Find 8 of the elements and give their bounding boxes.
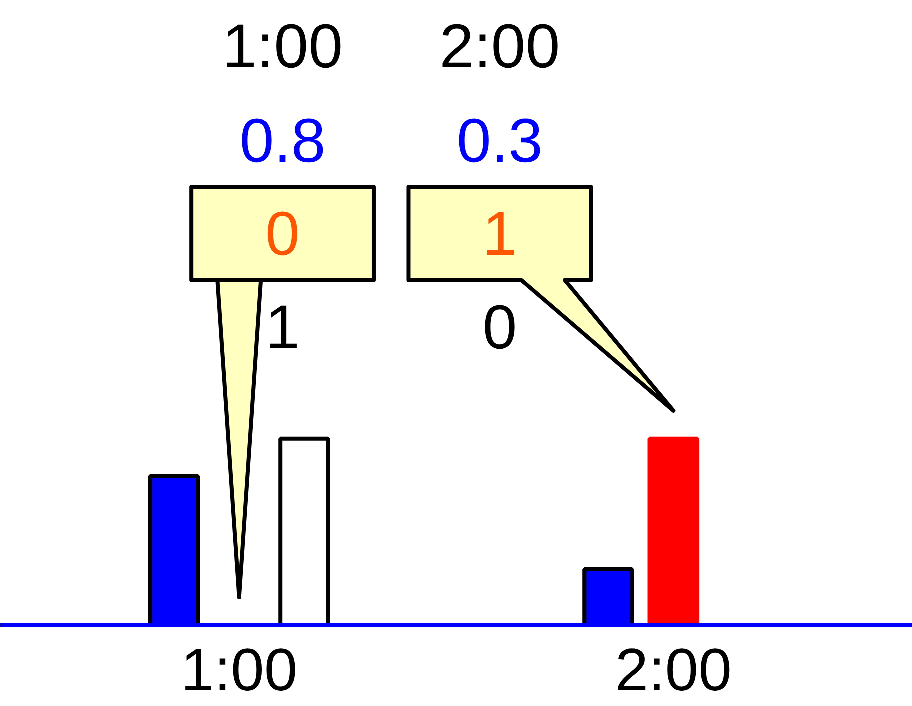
data-label: 0.3 [456, 106, 544, 176]
data-label: 1 [266, 293, 300, 362]
category-label: 1:00 [222, 12, 344, 82]
data-label: 0.8 [240, 106, 326, 176]
data-label: 1 [482, 200, 518, 270]
data-label: 0 [266, 200, 300, 270]
data-label: 0 [482, 293, 518, 362]
category-label: 2:00 [440, 12, 560, 82]
